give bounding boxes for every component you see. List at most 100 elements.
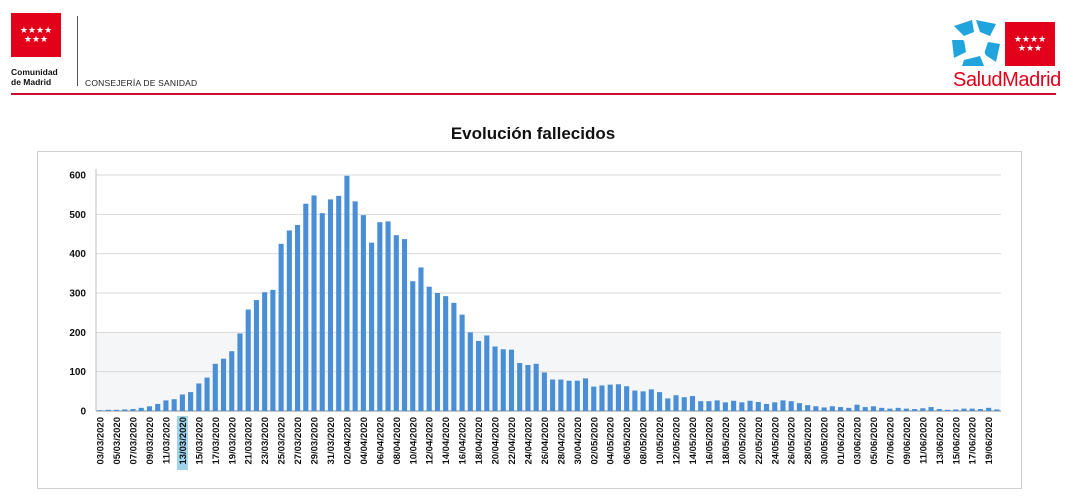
bar-19/04/2020	[484, 335, 490, 411]
x-tick-label: 12/04/2020	[425, 417, 436, 465]
bar-23/04/2020	[517, 363, 523, 411]
x-tick-label: 03/06/2020	[853, 417, 864, 465]
bar-25/05/2020	[780, 400, 786, 411]
chart-frame: 0 100 200 300 400 500 600 03/03/2020 05/03/2020 0…	[37, 151, 1022, 489]
bar-10/05/2020	[657, 392, 663, 411]
bar-28/04/2020	[558, 379, 564, 411]
salud-star-icon	[952, 20, 1000, 66]
bar-27/05/2020	[796, 403, 802, 411]
bar-23/03/2020	[262, 292, 268, 411]
bar-15/03/2020	[196, 383, 202, 411]
x-tick-label: 03/03/2020	[96, 417, 107, 465]
org-name-line1: Comunidad	[11, 67, 58, 77]
bar-07/05/2020	[632, 390, 638, 411]
x-tick-label: 28/04/2020	[556, 417, 567, 465]
y-tick-label: 500	[69, 210, 86, 221]
bar-10/06/2020	[912, 409, 918, 411]
x-tick-label: 11/06/2020	[918, 417, 929, 464]
x-tick-label: 25/03/2020	[277, 417, 288, 465]
x-tick-label: 02/05/2020	[589, 417, 600, 465]
x-tick-label: 30/05/2020	[820, 417, 831, 465]
bar-25/03/2020	[278, 243, 284, 411]
bar-20/05/2020	[739, 402, 745, 411]
x-tick-label: 16/05/2020	[704, 417, 715, 465]
x-tick-label: 29/03/2020	[310, 417, 321, 465]
x-tick-label: 22/05/2020	[754, 417, 765, 465]
bar-22/04/2020	[508, 349, 515, 411]
bar-17/04/2020	[467, 332, 473, 411]
bar-08/04/2020	[393, 235, 399, 411]
bar-16/06/2020	[961, 408, 967, 411]
bar-04/04/2020	[360, 215, 366, 411]
bar-09/05/2020	[648, 389, 654, 411]
bar-12/05/2020	[673, 395, 679, 411]
bar-13/03/2020	[179, 394, 185, 411]
x-tick-label: 15/03/2020	[194, 417, 205, 465]
x-tick-label: 01/06/2020	[836, 417, 847, 465]
bar-27/03/2020	[295, 224, 301, 411]
bar-16/03/2020	[204, 377, 210, 411]
x-tick-label: 06/05/2020	[622, 417, 633, 465]
x-tick-label: 18/04/2020	[474, 417, 485, 465]
bar-15/06/2020	[953, 409, 959, 411]
bar-11/03/2020	[163, 400, 169, 411]
x-tick-label: 21/03/2020	[244, 417, 255, 465]
bar-31/03/2020	[327, 199, 334, 411]
bar-02/06/2020	[846, 407, 852, 411]
bar-09/04/2020	[401, 239, 408, 411]
y-tick-label: 600	[69, 171, 86, 182]
x-tick-label: 20/04/2020	[491, 417, 502, 465]
x-tick-label: 24/05/2020	[770, 417, 781, 465]
deaths-bar-chart: 0 100 200 300 400 500 600 03/03/2020 05/03/2020 0…	[69, 169, 1001, 470]
bar-30/03/2020	[319, 213, 325, 411]
bar-27/04/2020	[550, 379, 556, 411]
bar-13/05/2020	[681, 397, 687, 411]
bar-05/06/2020	[870, 406, 877, 411]
x-tick-label: 08/04/2020	[392, 417, 403, 465]
x-tick-label: 02/04/2020	[342, 417, 353, 465]
bar-29/05/2020	[813, 406, 819, 411]
y-tick-label: 400	[69, 249, 86, 260]
bar-26/05/2020	[788, 401, 794, 411]
bar-30/05/2020	[821, 407, 827, 411]
bar-13/04/2020	[434, 293, 440, 411]
x-tick-label: 16/04/2020	[458, 417, 469, 465]
x-tick-label: 27/03/2020	[293, 417, 304, 465]
header-divider	[77, 16, 78, 86]
x-tick-label: 08/05/2020	[639, 417, 650, 465]
bar-03/06/2020	[854, 404, 860, 411]
bar-22/05/2020	[755, 401, 761, 411]
y-tick-label: 200	[69, 328, 86, 339]
x-tick-label: 26/05/2020	[787, 417, 798, 465]
x-tick-label: 04/04/2020	[359, 417, 370, 465]
bar-24/03/2020	[270, 289, 276, 411]
x-tick-label: 24/04/2020	[523, 417, 534, 465]
x-tick-label: 19/06/2020	[984, 417, 995, 465]
bar-06/05/2020	[624, 386, 630, 411]
chart-title: Evolución fallecidos	[450, 124, 616, 143]
bar-12/04/2020	[426, 286, 432, 411]
bar-17/05/2020	[714, 400, 720, 411]
bar-14/04/2020	[443, 296, 449, 411]
x-tick-label: 22/04/2020	[507, 417, 518, 465]
x-tick-label: 30/04/2020	[573, 417, 584, 465]
bar-15/04/2020	[451, 302, 457, 411]
x-tick-label: 28/05/2020	[803, 417, 814, 465]
madrid-flag-icon-right: ★★★★ ★★★	[1005, 22, 1055, 66]
page-header: ★★★★ ★★★ Comunidad de Madrid CONSEJERÍA D…	[0, 0, 1066, 96]
bar-01/06/2020	[838, 407, 844, 411]
x-tick-label: 09/06/2020	[902, 417, 913, 465]
bar-03/05/2020	[599, 385, 605, 411]
x-tick-label: 11/03/2020	[161, 417, 172, 464]
bar-31/05/2020	[829, 406, 835, 411]
bar-18/03/2020	[220, 358, 227, 411]
bar-13/06/2020	[936, 409, 942, 411]
bar-10/03/2020	[155, 403, 161, 411]
x-tick-label: 17/06/2020	[968, 417, 979, 465]
bar-05/04/2020	[369, 242, 375, 411]
bar-12/06/2020	[928, 407, 934, 411]
bar-08/03/2020	[138, 407, 144, 411]
bar-09/06/2020	[903, 408, 909, 411]
x-tick-label: 14/04/2020	[441, 417, 452, 465]
bar-05/05/2020	[615, 384, 621, 411]
